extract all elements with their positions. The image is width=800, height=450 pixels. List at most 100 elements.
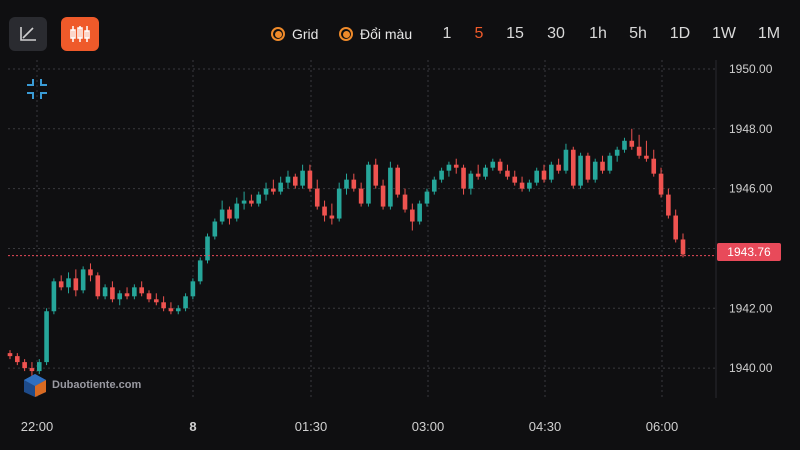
timeframe-1m[interactable]: 1M xyxy=(757,25,781,42)
x-tick-label: 03:00 xyxy=(412,419,445,434)
candle-body xyxy=(44,311,49,363)
candle-body xyxy=(453,164,459,168)
candle-body xyxy=(570,149,576,186)
candle-body xyxy=(505,170,510,177)
candle-body xyxy=(475,173,481,177)
y-tick-label: 1942.00 xyxy=(729,301,773,315)
candle-body xyxy=(424,191,430,204)
candle-body xyxy=(410,209,415,222)
candle-body xyxy=(51,281,57,312)
candle-body xyxy=(395,167,401,195)
candle-body xyxy=(256,194,262,204)
candle-body xyxy=(468,173,474,189)
candle-body xyxy=(278,182,283,192)
candle-body xyxy=(658,173,664,195)
candle-body xyxy=(88,269,93,276)
candle-body xyxy=(15,356,20,363)
y-tick-label: 1950.00 xyxy=(729,62,773,76)
candle-body xyxy=(227,209,232,219)
candle-body xyxy=(358,188,364,204)
candle-body xyxy=(417,203,422,222)
change-color-option-label: Đổi màu xyxy=(360,26,413,42)
candle-body xyxy=(58,281,64,288)
watermark-logo-icon xyxy=(24,374,46,397)
candle-body xyxy=(402,194,408,210)
candle-body xyxy=(190,281,196,297)
candle-body xyxy=(519,182,525,189)
candle-body xyxy=(124,293,130,297)
candlestick-chart-button[interactable] xyxy=(61,17,99,51)
candle-body xyxy=(680,239,686,255)
candle-body xyxy=(212,221,218,237)
y-tick-label: 1948.00 xyxy=(729,122,773,136)
candle-body xyxy=(490,161,496,168)
change-color-radio-icon[interactable] xyxy=(339,27,353,41)
candle-body xyxy=(344,179,349,189)
fullscreen-icon[interactable] xyxy=(25,77,49,106)
candle-body xyxy=(512,176,518,183)
timeframe-1h[interactable]: 1h xyxy=(589,25,607,42)
candle-body xyxy=(168,308,174,312)
candle-body xyxy=(66,278,71,288)
candle-body xyxy=(300,170,305,186)
candle-body xyxy=(183,296,188,309)
candle-body xyxy=(307,170,313,189)
candle-body xyxy=(556,164,561,171)
candle-body xyxy=(117,293,123,300)
candle-body xyxy=(666,194,671,216)
candle-body xyxy=(29,368,35,372)
timeframe-1w[interactable]: 1W xyxy=(712,25,736,42)
candle-body xyxy=(497,161,503,171)
y-tick-label: 1940.00 xyxy=(729,361,773,375)
candle-body xyxy=(651,158,657,174)
candle-body xyxy=(314,188,320,207)
y-tick-label: 1946.00 xyxy=(729,182,773,196)
last-price-label: 1943.76 xyxy=(717,243,781,261)
candle-body xyxy=(139,287,144,294)
timeframe-1[interactable]: 1 xyxy=(442,25,452,42)
candle-body xyxy=(234,203,240,219)
grid-option-label: Grid xyxy=(292,26,319,42)
x-tick-label: 04:30 xyxy=(529,419,562,434)
candle-body xyxy=(388,167,393,207)
watermark: Dubaotiente.com xyxy=(22,372,141,398)
timeframe-5h[interactable]: 5h xyxy=(629,25,647,42)
change-color-option[interactable]: Đổi màu xyxy=(339,22,412,46)
candle-body xyxy=(263,188,269,195)
candle-body xyxy=(431,179,437,192)
candle-body xyxy=(446,164,452,171)
candle-body xyxy=(241,200,247,204)
candle-body xyxy=(351,179,357,189)
line-chart-button[interactable] xyxy=(9,17,47,51)
candle-body xyxy=(380,185,386,207)
candle-body xyxy=(461,167,466,189)
candle-body xyxy=(22,362,27,369)
grid-radio-icon[interactable] xyxy=(271,27,285,41)
candle-body xyxy=(622,140,627,150)
candle-body xyxy=(563,149,569,171)
candle-body xyxy=(271,188,276,192)
candle-body xyxy=(329,215,335,219)
candle-body xyxy=(161,302,166,309)
timeframe-1d[interactable]: 1D xyxy=(669,25,691,42)
candle-body xyxy=(549,164,554,180)
candle-body xyxy=(439,170,444,180)
candle-body xyxy=(175,308,181,312)
timeframe-30[interactable]: 30 xyxy=(547,25,565,42)
candle-body xyxy=(146,293,152,300)
candle-body xyxy=(592,161,598,180)
candle-body xyxy=(600,161,605,171)
x-tick-label: 22:00 xyxy=(21,419,54,434)
candle-body xyxy=(154,299,159,303)
candle-body xyxy=(585,155,591,180)
candle-body xyxy=(322,206,327,216)
timeframe-15[interactable]: 15 xyxy=(506,25,524,42)
candle-body xyxy=(644,155,649,159)
candle-body xyxy=(527,182,532,189)
candle-body xyxy=(80,269,86,291)
watermark-text: Dubaotiente.com xyxy=(52,379,142,391)
candle-body xyxy=(366,164,371,204)
timeframe-5[interactable]: 5 xyxy=(474,25,484,42)
grid-option[interactable]: Grid xyxy=(271,22,318,46)
